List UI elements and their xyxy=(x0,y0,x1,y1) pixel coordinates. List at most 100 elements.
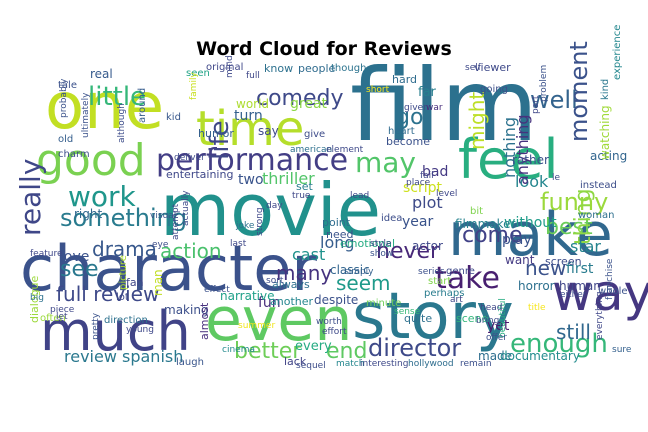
word-level: level xyxy=(436,189,457,199)
word-set: set xyxy=(296,180,313,193)
word-end: end xyxy=(326,339,367,364)
word-everything: everything xyxy=(595,291,605,340)
word-may: may xyxy=(355,146,416,179)
word-long: long xyxy=(320,233,355,252)
word-thriller: thriller xyxy=(262,169,315,188)
word-part: part xyxy=(531,95,541,114)
word-tale: tale xyxy=(58,80,77,91)
word-effect: effect xyxy=(204,285,230,295)
word-new: new xyxy=(525,256,566,280)
word-actor: actor xyxy=(412,239,443,253)
word-human: human xyxy=(559,279,601,293)
word-funny: funny xyxy=(540,188,608,216)
word-let: let xyxy=(56,312,68,322)
word-genre: genre xyxy=(446,266,475,277)
word-ultimately: ultimately xyxy=(81,92,91,138)
word-fun: fun xyxy=(258,295,281,311)
word-remain: remain xyxy=(460,359,492,369)
word-experience: experience xyxy=(612,25,623,80)
word-visual: visual xyxy=(150,211,176,221)
word-simply: simply xyxy=(344,267,374,277)
word-watching: watching xyxy=(598,105,612,160)
word-well: well xyxy=(530,86,578,114)
word-become: become xyxy=(386,135,430,148)
word-idea: idea xyxy=(381,213,402,224)
word-cinema: cinema xyxy=(222,345,255,355)
word-short: short xyxy=(366,85,390,95)
word-sure: sure xyxy=(612,345,632,355)
word-real: real xyxy=(90,67,113,81)
word-see: see xyxy=(60,257,99,282)
word-bad: bad xyxy=(422,164,448,180)
word-never: never xyxy=(376,239,440,264)
word-know: know xyxy=(264,62,293,75)
word-le: le xyxy=(552,173,561,183)
word-performance: performance xyxy=(156,143,348,178)
word-far: far xyxy=(418,85,437,100)
word-feature: feature xyxy=(30,249,63,259)
word-entertaining: entertaining xyxy=(166,168,233,181)
word-much: much xyxy=(40,300,191,363)
word-problem: problem xyxy=(539,65,549,102)
word-great: great xyxy=(290,96,328,112)
word-screen: screen xyxy=(545,255,582,268)
word-every: every xyxy=(295,339,332,354)
word-old: old xyxy=(58,134,73,145)
word-come: come xyxy=(462,223,523,248)
word-given: given xyxy=(404,103,429,113)
word-heart: heart xyxy=(388,126,415,137)
word-style: style xyxy=(370,239,392,249)
word-thing: thing xyxy=(571,188,596,245)
word-self: self xyxy=(465,63,482,73)
word-actually: actually xyxy=(181,190,191,226)
word-match: match xyxy=(336,359,364,369)
chart-title: Word Cloud for Reviews xyxy=(196,38,452,60)
word-attempt: attempt xyxy=(171,203,181,240)
word-still: still xyxy=(556,320,591,344)
word-better: better xyxy=(234,339,302,364)
word-sense: sense xyxy=(394,307,421,317)
word-director: director xyxy=(368,334,461,362)
word-review-spanish: review spanish xyxy=(64,347,183,366)
word-full-review: full review xyxy=(56,282,159,306)
word-full: full xyxy=(246,71,260,81)
word-year: year xyxy=(402,214,433,230)
word-right: right xyxy=(74,207,102,221)
word-bring: bring xyxy=(476,316,499,326)
word-family: family xyxy=(189,72,199,100)
word-little: little xyxy=(88,82,146,112)
word-documentary: documentary xyxy=(500,349,580,363)
word-feel: feel xyxy=(458,128,558,191)
word-summer: summer xyxy=(238,321,275,331)
word-seen: seen xyxy=(186,68,210,79)
word-people: people xyxy=(298,62,336,75)
word-world: world xyxy=(236,97,269,111)
word-narrative: narrative xyxy=(220,289,275,303)
word-element: element xyxy=(326,145,364,155)
word-might: might xyxy=(465,92,489,150)
word-way: way xyxy=(552,264,648,322)
word-worth: worth xyxy=(316,317,342,327)
word-want: want xyxy=(505,253,535,267)
word-picture: picture xyxy=(118,255,129,290)
word-really: really xyxy=(14,159,47,236)
word-time: time xyxy=(196,101,304,157)
word-show: show xyxy=(370,249,393,259)
word-though: though xyxy=(331,63,366,74)
word-young: young xyxy=(126,325,154,335)
word-many: many xyxy=(276,261,332,285)
word-script: script xyxy=(403,180,443,196)
word-head: head xyxy=(480,303,502,313)
word-laugh: laugh xyxy=(176,357,204,368)
word-true: true xyxy=(292,191,311,201)
word-direction: direction xyxy=(104,315,148,326)
word-love: love xyxy=(60,249,89,265)
word-big: big xyxy=(30,293,44,303)
word-deliver: deliver xyxy=(174,153,205,163)
word-work: work xyxy=(68,180,137,213)
word-look: look xyxy=(515,172,549,191)
word-emotional: emotional xyxy=(340,237,395,250)
word-last: last xyxy=(230,239,247,249)
word-eye: eye xyxy=(152,240,169,250)
word-despite: despite xyxy=(314,293,358,307)
